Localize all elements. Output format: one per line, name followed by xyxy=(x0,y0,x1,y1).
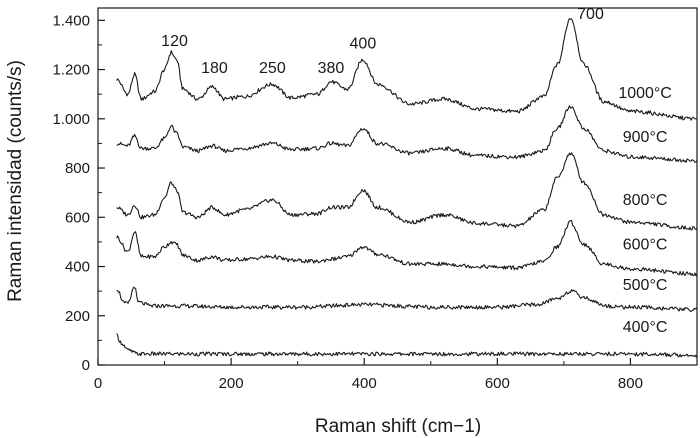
y-tick-label: 1.000 xyxy=(52,111,90,128)
series-line xyxy=(116,105,698,163)
x-axis-title: Raman shift (cm−1) xyxy=(315,416,481,437)
peak-label: 400 xyxy=(350,36,377,53)
y-tick-label: 400 xyxy=(65,259,90,276)
series-label: 900°C xyxy=(623,129,668,146)
series-line xyxy=(116,286,698,313)
plot-area xyxy=(97,7,698,366)
peak-labels: 120 180 250 380 400 700 xyxy=(161,6,604,77)
y-tick-label: 200 xyxy=(65,308,90,325)
x-tick-label: 600 xyxy=(485,375,510,392)
series-line xyxy=(116,18,697,121)
series-line xyxy=(116,333,698,358)
series-label: 600°C xyxy=(623,236,668,253)
x-axis: 0 200 400 600 800 xyxy=(94,358,643,392)
series-label: 500°C xyxy=(623,277,668,294)
plot-frame xyxy=(97,7,698,366)
peak-label: 700 xyxy=(577,6,604,23)
x-tick-label: 400 xyxy=(352,375,377,392)
series-line xyxy=(116,219,698,277)
y-tick-label: 600 xyxy=(65,209,90,226)
y-axis-title: Raman intensidad (counts/s) xyxy=(5,60,26,302)
series-lines xyxy=(116,18,698,358)
x-tick-label: 0 xyxy=(94,375,102,392)
x-tick-label: 200 xyxy=(219,375,244,392)
y-tick-label: 1.400 xyxy=(52,12,90,29)
series-labels: 1000°C 900°C 800°C 600°C 500°C 400°C xyxy=(618,85,672,336)
series-label: 400°C xyxy=(623,319,668,336)
y-tick-label: 0 xyxy=(82,357,90,374)
peak-label: 250 xyxy=(259,60,286,77)
peak-label: 180 xyxy=(201,60,228,77)
peak-label: 380 xyxy=(318,60,345,77)
series-label: 800°C xyxy=(623,192,668,209)
y-axis: 0 200 400 600 800 1.000 1.200 1.400 xyxy=(52,12,105,374)
series-label: 1000°C xyxy=(618,85,672,102)
y-tick-label: 800 xyxy=(65,160,90,177)
series-line xyxy=(116,152,698,231)
peak-label: 120 xyxy=(161,33,188,50)
x-tick-label: 800 xyxy=(618,375,643,392)
y-tick-label: 1.200 xyxy=(52,62,90,79)
